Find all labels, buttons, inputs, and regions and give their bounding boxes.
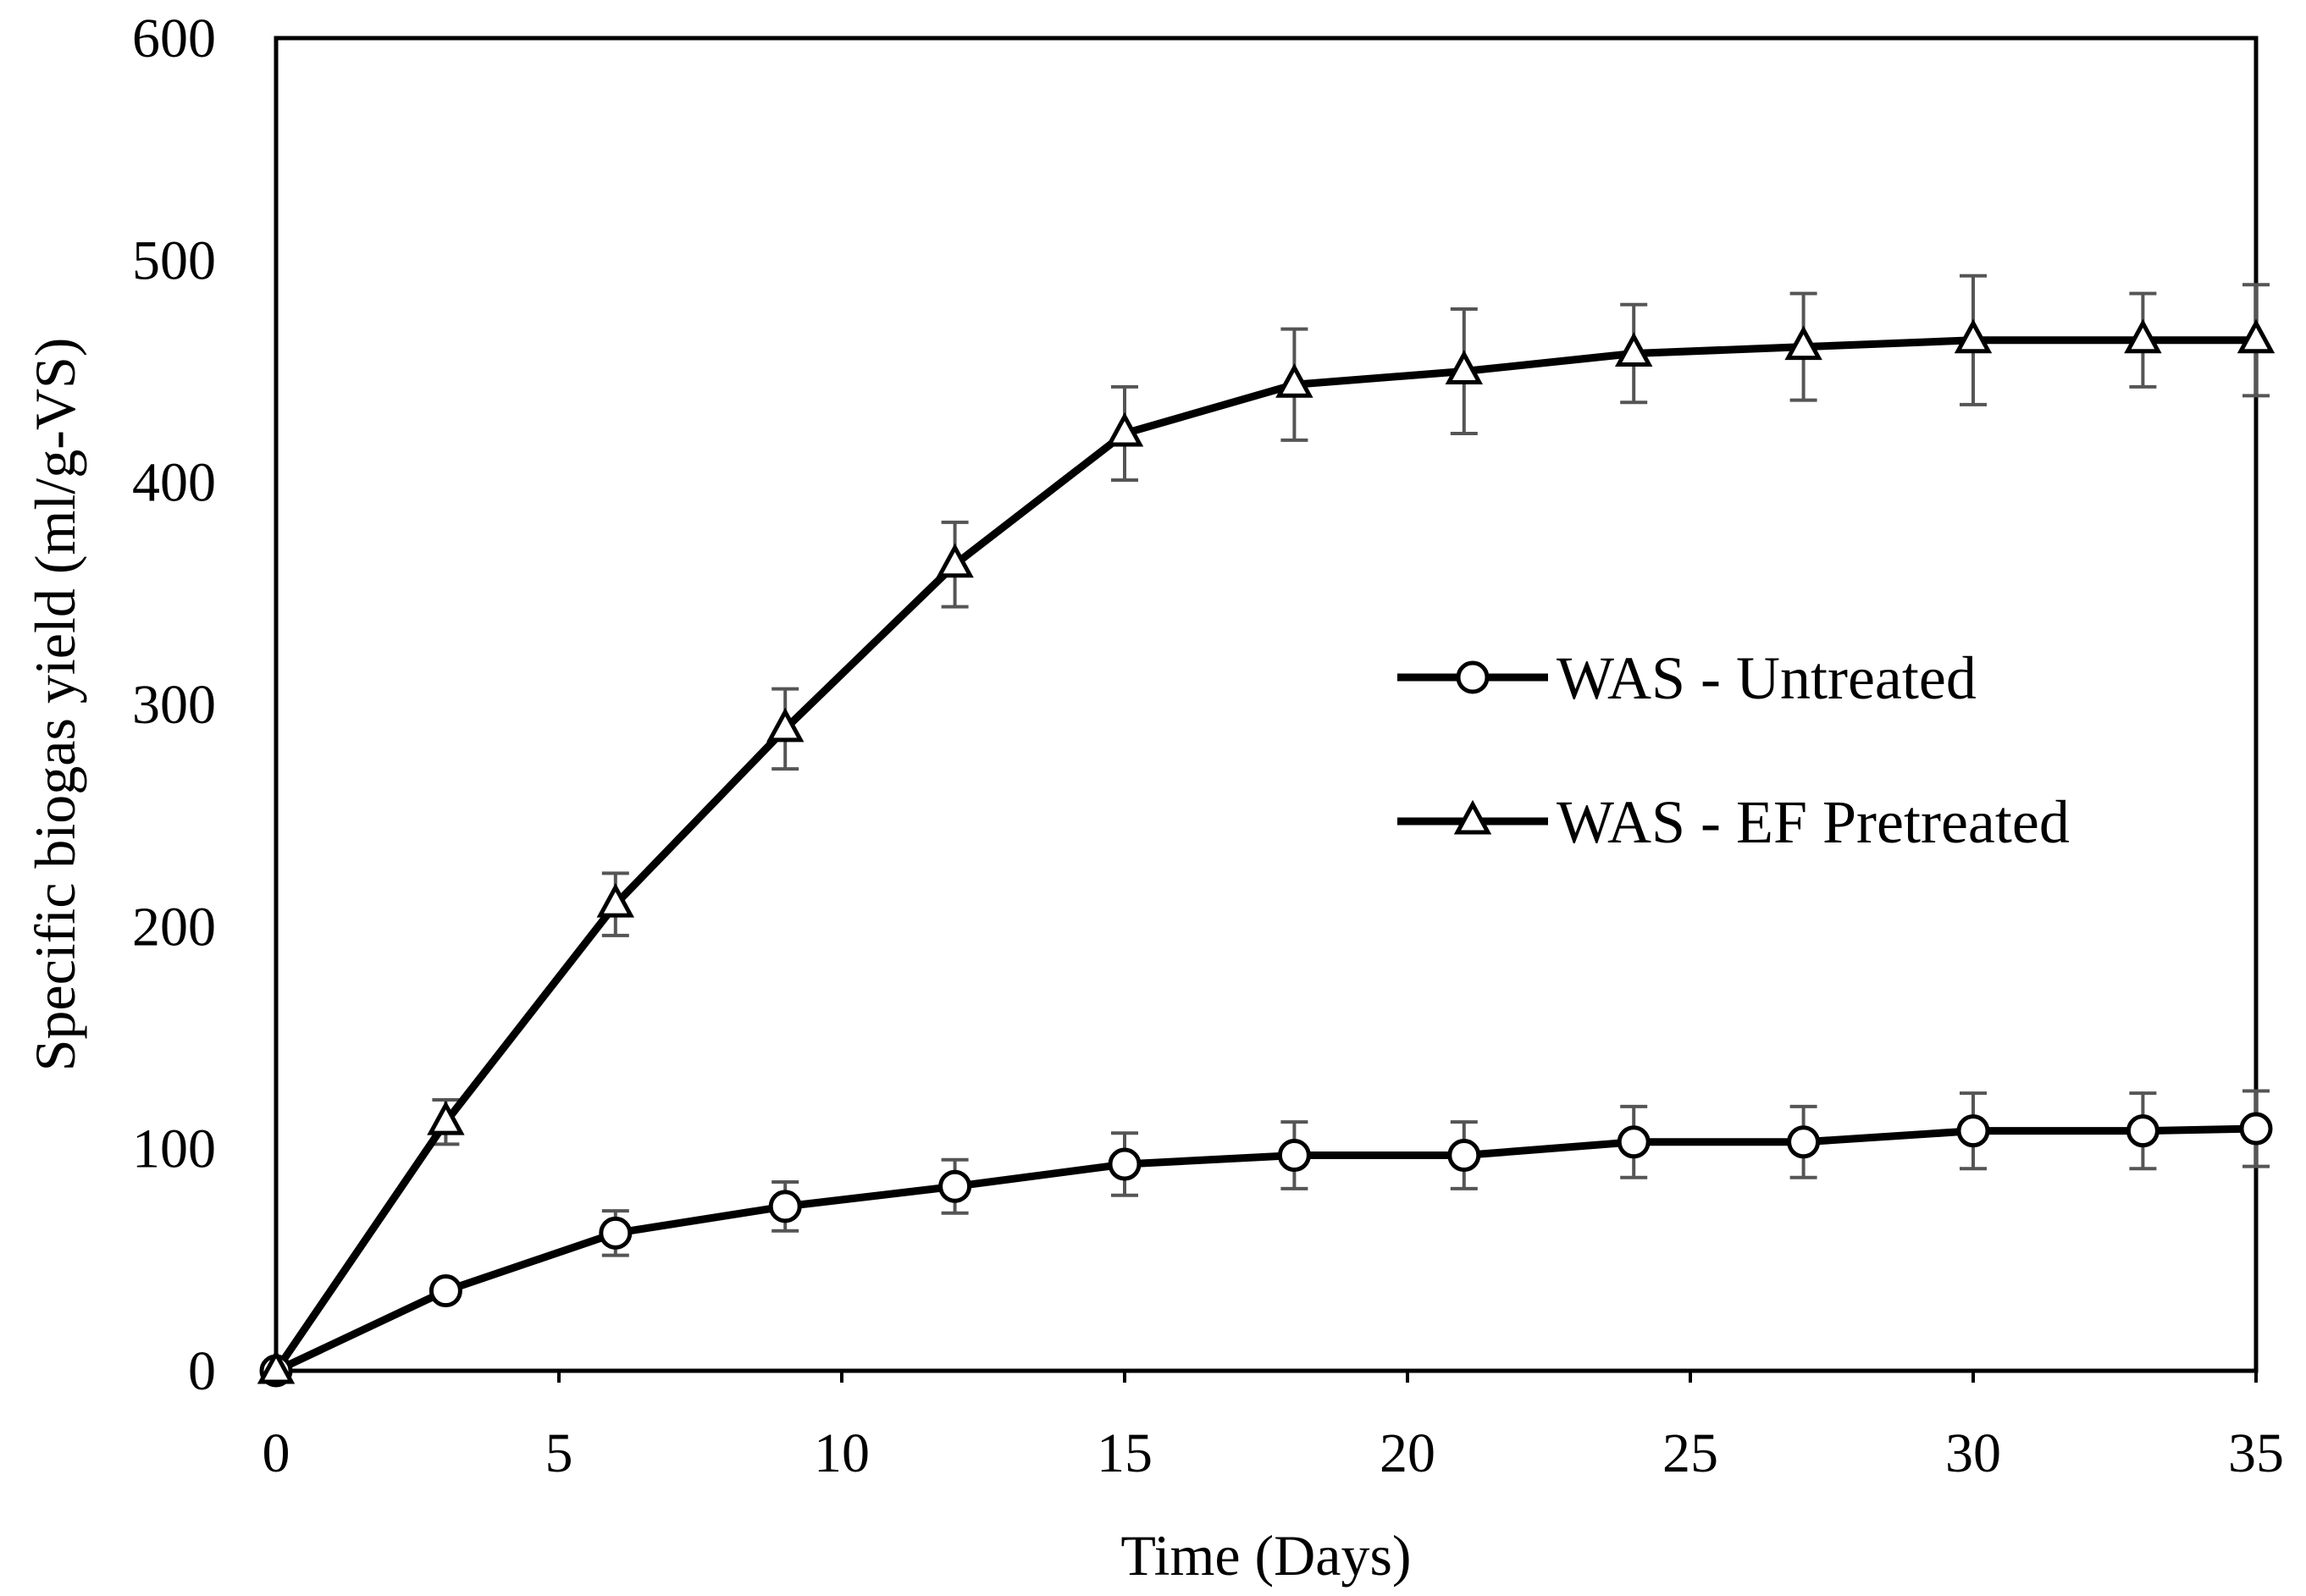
series-markers — [257, 318, 2276, 1388]
triangle-marker — [2124, 318, 2162, 354]
circle-marker — [938, 1169, 972, 1203]
x-tick-label: 5 — [545, 1422, 573, 1484]
triangle-marker — [1275, 363, 1313, 398]
legend-circle-marker — [1456, 660, 1490, 694]
y-tick-label: 400 — [132, 452, 216, 514]
circle-marker — [2126, 1114, 2159, 1148]
y-tick-label: 0 — [188, 1340, 216, 1402]
circle-marker — [2239, 1112, 2273, 1146]
circle-marker — [1956, 1114, 1990, 1148]
triangle-marker — [1784, 325, 1822, 361]
y-tick-label: 500 — [132, 229, 216, 291]
x-tick-label: 35 — [2228, 1422, 2284, 1484]
x-tick-label: 15 — [1097, 1422, 1153, 1484]
circle-marker — [1787, 1125, 1821, 1159]
triangle-marker — [1445, 350, 1484, 384]
x-tick-label: 10 — [814, 1422, 870, 1484]
circle-marker — [429, 1274, 462, 1308]
y-tick-label: 600 — [132, 8, 216, 69]
x-axis-ticks: 0 5 10 15 20 25 30 35 — [263, 1371, 2284, 1484]
x-tick-label: 20 — [1380, 1422, 1435, 1484]
y-axis-title: Specific biogas yield (ml/g-VS) — [23, 338, 87, 1072]
y-tick-label: 200 — [132, 896, 216, 958]
plot-area — [274, 36, 2259, 1373]
triangle-marker — [427, 1100, 465, 1135]
y-tick-label: 300 — [132, 674, 216, 736]
triangle-marker — [766, 707, 805, 743]
circle-marker — [1617, 1125, 1651, 1159]
triangle-marker — [1954, 318, 1993, 354]
x-tick-label: 30 — [1945, 1422, 2001, 1484]
circle-marker — [1108, 1147, 1142, 1181]
legend-label-1: WAS - Untreated — [1557, 644, 1977, 712]
x-tick-label: 25 — [1662, 1422, 1718, 1484]
circle-marker — [599, 1216, 633, 1250]
triangle-marker — [2237, 318, 2276, 354]
triangle-marker — [936, 543, 974, 578]
circle-marker — [1447, 1139, 1481, 1173]
triangle-marker — [1105, 411, 1144, 447]
y-tick-label: 100 — [132, 1118, 216, 1180]
circle-marker — [768, 1190, 802, 1223]
triangle-marker — [596, 882, 635, 918]
y-axis-ticks: 0 100 200 300 400 500 600 — [132, 8, 216, 1402]
x-axis-title: Time (Days) — [1120, 1523, 1411, 1588]
legend-triangle-marker — [1453, 799, 1492, 835]
circle-marker — [1277, 1139, 1311, 1173]
triangle-marker — [1614, 332, 1653, 367]
triangle-marker — [257, 1349, 296, 1384]
legend-label-2: WAS - EF Pretreated — [1557, 788, 2070, 856]
x-tick-label: 0 — [263, 1422, 290, 1484]
legend: WAS - Untreated WAS - EF Pretreated — [1397, 644, 2070, 856]
